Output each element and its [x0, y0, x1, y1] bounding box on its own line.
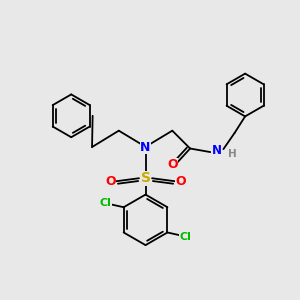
Text: Cl: Cl	[179, 232, 191, 242]
Text: S: S	[140, 171, 151, 185]
Text: N: N	[212, 144, 222, 157]
Text: Cl: Cl	[100, 198, 112, 208]
Text: H: H	[228, 148, 237, 159]
Text: O: O	[175, 175, 186, 188]
Text: O: O	[105, 175, 116, 188]
Text: N: N	[140, 140, 151, 154]
Text: O: O	[167, 158, 178, 171]
